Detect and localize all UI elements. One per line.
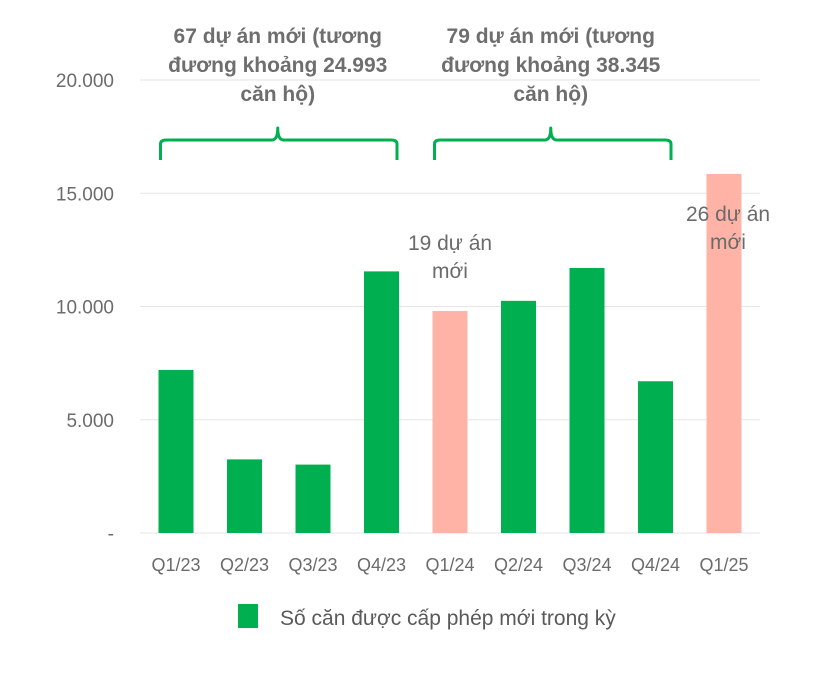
y-tick-label: 20.000 — [56, 71, 114, 92]
bar — [295, 464, 331, 533]
y-tick-label: 10.000 — [56, 298, 114, 319]
x-tick-label: Q3/24 — [562, 555, 611, 575]
y-tick-label: - — [108, 524, 114, 545]
group-brace — [433, 126, 673, 160]
x-tick-label: Q2/24 — [494, 555, 543, 575]
legend: Số căn được cấp phép mới trong kỳ — [238, 604, 616, 630]
bar-annotation-line: 19 dự án — [408, 232, 492, 255]
legend-label: Số căn được cấp phép mới trong kỳ — [280, 607, 616, 630]
bars — [158, 173, 742, 533]
bar-annotations: 19 dự án mới 26 dự án mới — [408, 203, 770, 283]
group-annotation-line: 79 dự án mới (tương — [447, 25, 655, 48]
x-tick-label: Q1/23 — [151, 555, 200, 575]
x-tick-label: Q3/23 — [288, 555, 337, 575]
x-tick-label: Q1/24 — [425, 555, 474, 575]
group-annotation-line: căn hộ) — [513, 83, 588, 106]
y-tick-label: 15.000 — [56, 184, 114, 205]
group-annotation-line: căn hộ) — [240, 83, 315, 106]
group-braces: 67 dự án mới (tương đương khoảng 24.993 că… — [159, 25, 673, 160]
bar — [158, 369, 194, 533]
group-annotation-line: đương khoảng 24.993 — [168, 54, 387, 77]
bar-annotation-line: mới — [432, 260, 468, 283]
x-axis-categories: Q1/23 Q2/23 Q3/23 Q4/23 Q1/24 Q2/24 Q3/24 Q4/24… — [151, 555, 748, 575]
y-tick-label: 5.000 — [66, 411, 114, 432]
bar-annotation-line: mới — [710, 231, 746, 254]
bar — [227, 459, 262, 533]
x-tick-label: Q4/24 — [631, 555, 680, 575]
group-annotation-line: đương khoảng 38.345 — [441, 54, 661, 77]
group-brace — [159, 126, 399, 160]
group-annotation-line: 67 dự án mới (tương — [174, 25, 382, 48]
bar — [364, 271, 399, 533]
bar-annotation-line: 26 dự án — [686, 203, 770, 226]
legend-swatch — [238, 604, 258, 628]
bar — [432, 311, 468, 533]
bar — [569, 267, 605, 533]
bar — [706, 173, 742, 533]
x-tick-label: Q2/23 — [220, 555, 269, 575]
bar — [638, 381, 673, 533]
x-tick-label: Q1/25 — [699, 555, 748, 575]
bar — [501, 300, 536, 533]
y-axis-ticks: - 5.000 10.000 15.000 20.000 — [56, 71, 114, 545]
x-tick-label: Q4/23 — [357, 555, 406, 575]
